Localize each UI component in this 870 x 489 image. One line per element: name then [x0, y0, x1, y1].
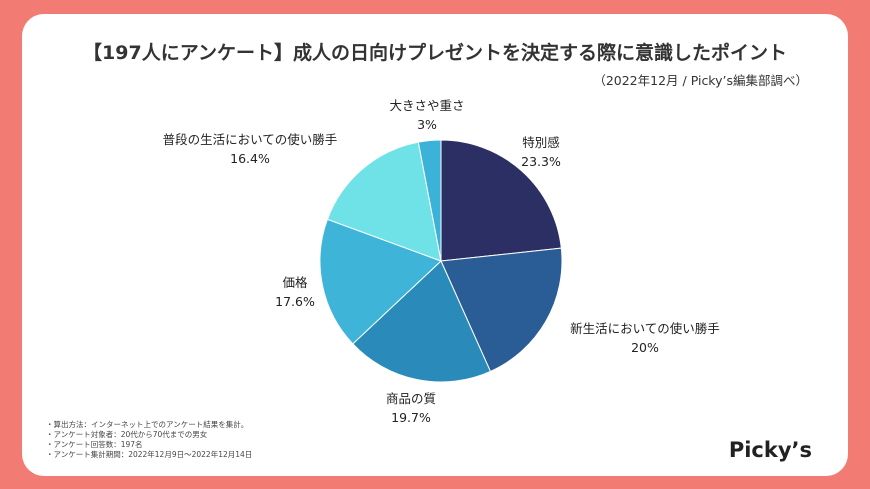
- label-kakaku: 価格 17.6%: [275, 273, 315, 311]
- label-shohin: 商品の質 19.7%: [386, 389, 436, 427]
- slice-label: 大きさや重さ: [389, 98, 465, 113]
- chart-title: 【197人にアンケート】成人の日向けプレゼントを決定する際に意識したポイント: [83, 42, 787, 64]
- label-shinseikatsu: 新生活においての使い勝手 20%: [570, 319, 720, 357]
- pickys-logo: Picky’s: [728, 438, 812, 462]
- note: ・アンケート集計期間：2022年12月9日〜2022年12月14日: [46, 450, 253, 459]
- source-note: （2022年12月 / Picky’s編集部調べ）: [593, 73, 808, 88]
- note: ・アンケート回答数：197名: [46, 440, 143, 449]
- slice-value: 16.4%: [230, 151, 270, 166]
- slice-value: 19.7%: [391, 410, 431, 425]
- slice-value: 17.6%: [275, 294, 315, 309]
- slice-label: 普段の生活においての使い勝手: [162, 132, 338, 147]
- slice-value: 20%: [631, 340, 659, 355]
- pie-slice-0: [440, 139, 562, 262]
- survey-notes: ・算出方法：インターネット上でのアンケート結果を集計。 ・アンケート対象者：20…: [46, 420, 252, 460]
- note: ・算出方法：インターネット上でのアンケート結果を集計。: [46, 420, 249, 429]
- slice-value: 3%: [417, 117, 437, 132]
- pie-slice-3: [319, 218, 442, 345]
- pie-slice-4: [326, 141, 442, 262]
- slice-label: 商品の質: [385, 391, 437, 406]
- pie-slice-2: [352, 260, 492, 383]
- note: ・アンケート対象者：20代から70代までの男女: [46, 430, 208, 439]
- slice-label: 新生活においての使い勝手: [570, 321, 720, 336]
- label-ookisa: 大きさや重さ 3%: [389, 96, 464, 134]
- label-fudan: 普段の生活においての使い勝手 16.4%: [163, 130, 338, 168]
- pie-slice-5: [417, 139, 442, 262]
- slice-label: 価格: [282, 275, 308, 290]
- slice-value: 23.3%: [521, 154, 561, 169]
- slice-label: 特別感: [522, 135, 560, 150]
- pie-slice-1: [440, 247, 563, 373]
- label-tokubetsukan: 特別感 23.3%: [521, 133, 561, 171]
